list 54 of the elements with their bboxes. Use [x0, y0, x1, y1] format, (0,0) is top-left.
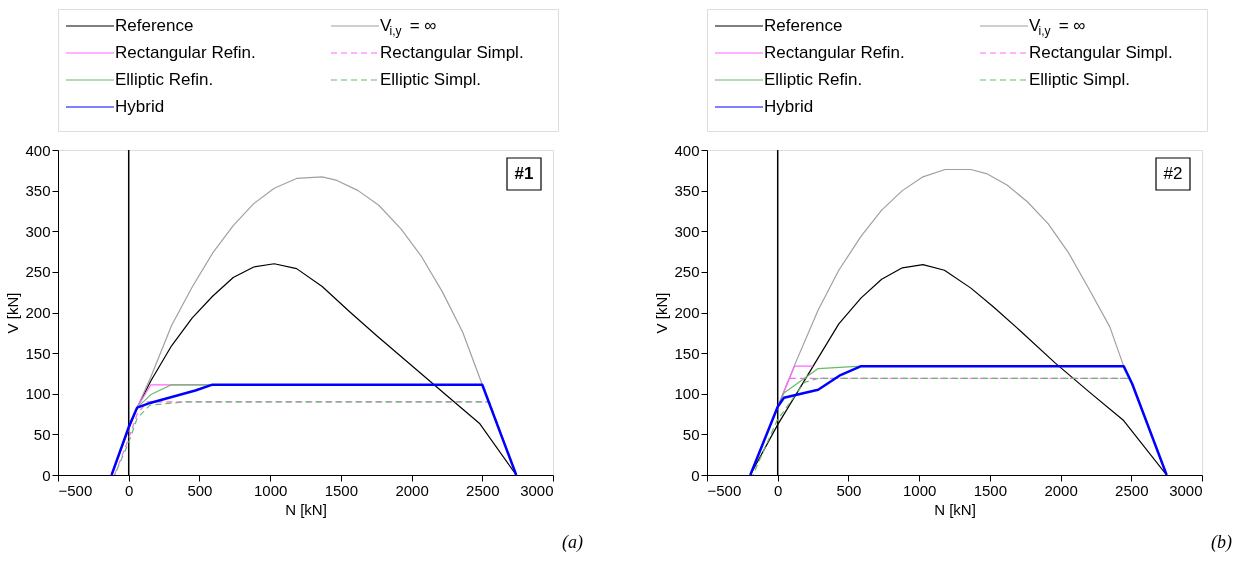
- legend-label: Reference: [115, 16, 194, 35]
- x-tick-label: 0: [774, 481, 783, 499]
- y-tick-label: 250: [674, 263, 700, 281]
- y-tick-label: 0: [42, 466, 51, 484]
- y-tick-label: 50: [682, 425, 700, 443]
- y-tick-label: 100: [674, 385, 700, 403]
- x-axis-title: N [kN]: [285, 500, 327, 518]
- x-tick-label: 1500: [973, 481, 1008, 499]
- annotation: #2: [1163, 164, 1183, 183]
- y-tick-label: 400: [674, 141, 700, 159]
- x-axis-title: N [kN]: [934, 500, 976, 518]
- legend-label: Reference: [764, 16, 843, 35]
- x-tick-label: 1000: [902, 481, 937, 499]
- x-tick-label: 1500: [324, 481, 359, 499]
- x-tick-label: 2000: [395, 481, 429, 499]
- legend-label: Elliptic Simpl.: [380, 70, 482, 89]
- y-tick-label: 150: [25, 344, 51, 362]
- y-tick-label: 400: [25, 141, 51, 159]
- y-tick-label: 200: [25, 304, 51, 321]
- x-tick-label: 500: [187, 481, 213, 499]
- y-axis-title: V [kN]: [4, 292, 22, 334]
- y-tick-label: 100: [25, 385, 51, 403]
- y-tick-label: 300: [674, 222, 700, 240]
- legend-label: Hybrid: [764, 97, 814, 116]
- x-tick-label: 3000: [1169, 481, 1203, 499]
- y-tick-label: 350: [674, 182, 700, 200]
- x-tick-label: 1000: [253, 481, 288, 499]
- legend-label: Rectangular Simpl.: [1029, 43, 1173, 62]
- annotation: #1: [514, 164, 534, 183]
- legend-label: Elliptic Refin.: [764, 70, 863, 89]
- text: (a): [562, 532, 583, 553]
- x-tick-label: 3000: [520, 481, 554, 499]
- y-tick-label: 50: [33, 425, 51, 443]
- x-tick-label: 2000: [1044, 481, 1078, 499]
- x-tick-label: 2500: [1115, 481, 1149, 499]
- legend-label: Rectangular Refin.: [115, 43, 256, 62]
- legend-label: Elliptic Refin.: [115, 70, 214, 89]
- text: (b): [1211, 532, 1232, 553]
- x-tick-label: 2500: [466, 481, 500, 499]
- y-tick-label: 200: [674, 304, 700, 321]
- legend-label: Elliptic Simpl.: [1029, 70, 1131, 89]
- legend-label: Rectangular Simpl.: [380, 43, 524, 62]
- x-tick-label: 500: [836, 481, 862, 499]
- legend-label: Rectangular Refin.: [764, 43, 905, 62]
- y-tick-label: 0: [691, 466, 700, 484]
- y-axis-title: V [kN]: [653, 292, 671, 334]
- y-tick-label: 250: [25, 263, 51, 281]
- y-tick-label: 350: [25, 182, 51, 200]
- legend-label: Hybrid: [115, 97, 165, 116]
- x-tick-label: −500: [707, 481, 742, 499]
- y-tick-label: 300: [25, 222, 51, 240]
- y-tick-label: 150: [674, 344, 700, 362]
- x-tick-label: 0: [125, 481, 134, 499]
- x-tick-label: −500: [58, 481, 93, 499]
